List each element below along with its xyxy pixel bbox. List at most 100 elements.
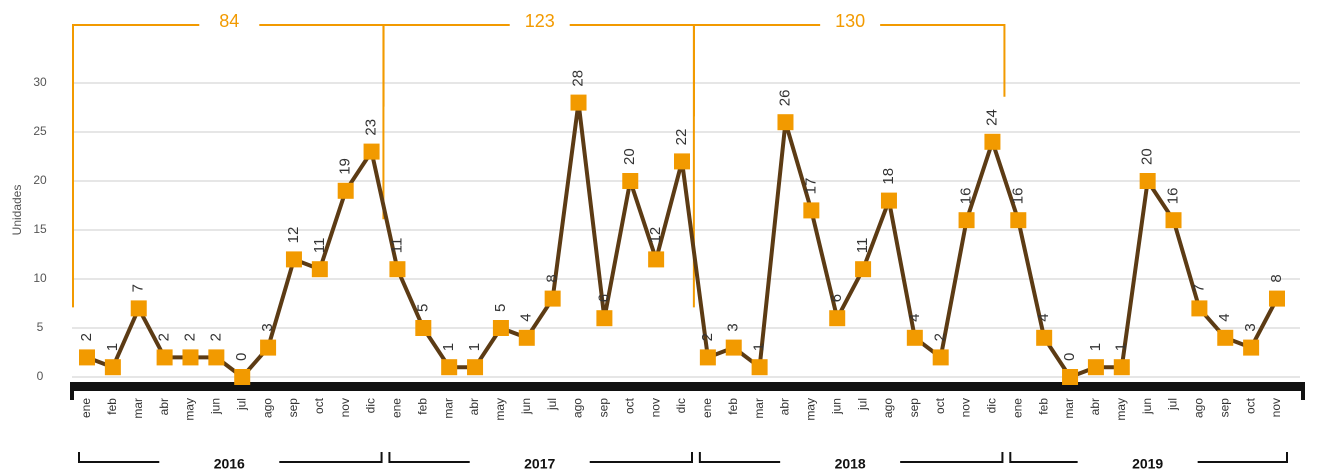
value-label: 1 xyxy=(1113,343,1130,351)
y-tick-label: 0 xyxy=(37,369,44,383)
marker xyxy=(1113,359,1130,376)
marker xyxy=(492,320,509,336)
value-label: 4 xyxy=(906,313,923,321)
y-axis-label: Unidades xyxy=(10,185,24,236)
marker xyxy=(415,320,432,336)
x-tick-label: jul xyxy=(855,398,869,411)
value-label: 26 xyxy=(776,90,793,107)
value-label: 3 xyxy=(725,323,742,331)
group-total: 84 xyxy=(219,11,239,31)
marker xyxy=(285,251,302,268)
x-axis-end xyxy=(1301,382,1305,400)
value-label: 28 xyxy=(569,70,586,87)
y-tick-label: 25 xyxy=(33,124,47,138)
marker xyxy=(622,173,639,189)
total-bracket xyxy=(259,24,385,107)
value-label: 1 xyxy=(104,343,121,351)
x-tick-label: sep xyxy=(597,398,611,418)
x-tick-label: ago xyxy=(260,398,274,418)
value-label: 3 xyxy=(1242,323,1259,331)
marker xyxy=(104,359,121,376)
marker xyxy=(1087,359,1104,376)
value-label: 12 xyxy=(647,227,664,244)
marker xyxy=(725,339,742,356)
year-label: 2016 xyxy=(214,456,245,472)
x-tick-label: jul xyxy=(545,398,559,411)
x-tick-label: feb xyxy=(1036,398,1050,415)
marker xyxy=(855,261,872,278)
marker xyxy=(208,349,225,366)
value-label: 20 xyxy=(1139,148,1156,165)
marker xyxy=(751,359,768,376)
x-tick-label: jul xyxy=(234,398,248,411)
marker xyxy=(182,349,199,366)
x-tick-label: mar xyxy=(131,398,145,419)
x-tick-label: oct xyxy=(933,397,947,414)
value-label: 8 xyxy=(1268,274,1285,282)
value-label: 16 xyxy=(1164,188,1181,205)
value-label: 11 xyxy=(388,238,405,254)
value-label: 24 xyxy=(983,109,1000,126)
value-label: 16 xyxy=(1009,188,1026,205)
value-label: 4 xyxy=(1035,313,1052,321)
marker xyxy=(1165,212,1182,229)
x-tick-label: ago xyxy=(881,398,895,418)
x-tick-label: nov xyxy=(338,398,352,417)
value-label: 2 xyxy=(932,333,949,341)
value-label: 22 xyxy=(673,129,690,146)
value-label: 7 xyxy=(130,284,147,292)
x-tick-label: jun xyxy=(209,398,223,415)
year-label: 2019 xyxy=(1132,456,1163,472)
x-tick-label: ago xyxy=(571,398,585,418)
y-tick-label: 10 xyxy=(33,271,47,285)
value-label: 19 xyxy=(337,158,354,175)
x-tick-label: abr xyxy=(467,398,481,415)
marker xyxy=(79,349,95,366)
value-label: 8 xyxy=(544,274,561,282)
x-tick-label: feb xyxy=(726,398,740,415)
marker xyxy=(932,349,949,366)
marker xyxy=(674,153,690,170)
x-tick-label: mar xyxy=(441,398,455,419)
y-tick-label: 20 xyxy=(33,173,47,187)
marker xyxy=(234,369,251,385)
value-label: 17 xyxy=(802,178,819,195)
value-label: 7 xyxy=(1190,284,1207,292)
x-tick-label: ene xyxy=(1010,398,1024,418)
marker xyxy=(363,143,380,160)
x-tick-label: nov xyxy=(1269,398,1283,417)
total-bracket xyxy=(72,24,200,308)
x-tick-label: sep xyxy=(1217,398,1231,418)
x-tick-label: may xyxy=(493,398,507,421)
marker xyxy=(389,261,406,278)
value-label: 11 xyxy=(311,238,328,254)
value-label: 11 xyxy=(854,238,871,254)
marker xyxy=(906,329,923,346)
x-tick-label: ene xyxy=(700,398,714,418)
value-label: 2 xyxy=(181,333,198,341)
value-label: 4 xyxy=(518,313,535,321)
x-tick-label: mar xyxy=(1062,398,1076,419)
marker xyxy=(1191,300,1208,317)
value-label: 6 xyxy=(595,294,612,302)
marker xyxy=(1139,173,1156,189)
x-tick-label: ene xyxy=(79,398,93,418)
value-label: 2 xyxy=(156,333,173,341)
group-total: 130 xyxy=(835,11,865,31)
x-tick-label: abr xyxy=(778,398,792,415)
marker xyxy=(467,359,484,376)
value-label: 23 xyxy=(363,119,380,136)
marker xyxy=(260,339,277,356)
y-tick-label: 15 xyxy=(33,222,47,236)
marker xyxy=(1010,212,1027,229)
marker xyxy=(544,290,561,307)
x-tick-label: feb xyxy=(105,398,119,415)
value-label: 5 xyxy=(492,304,509,312)
value-label: 5 xyxy=(414,304,431,312)
x-tick-label: abr xyxy=(157,398,171,415)
marker xyxy=(156,349,173,366)
value-label: 0 xyxy=(1061,353,1078,361)
x-tick-label: dic xyxy=(364,398,378,413)
marker xyxy=(829,310,846,327)
marker xyxy=(984,133,1001,150)
